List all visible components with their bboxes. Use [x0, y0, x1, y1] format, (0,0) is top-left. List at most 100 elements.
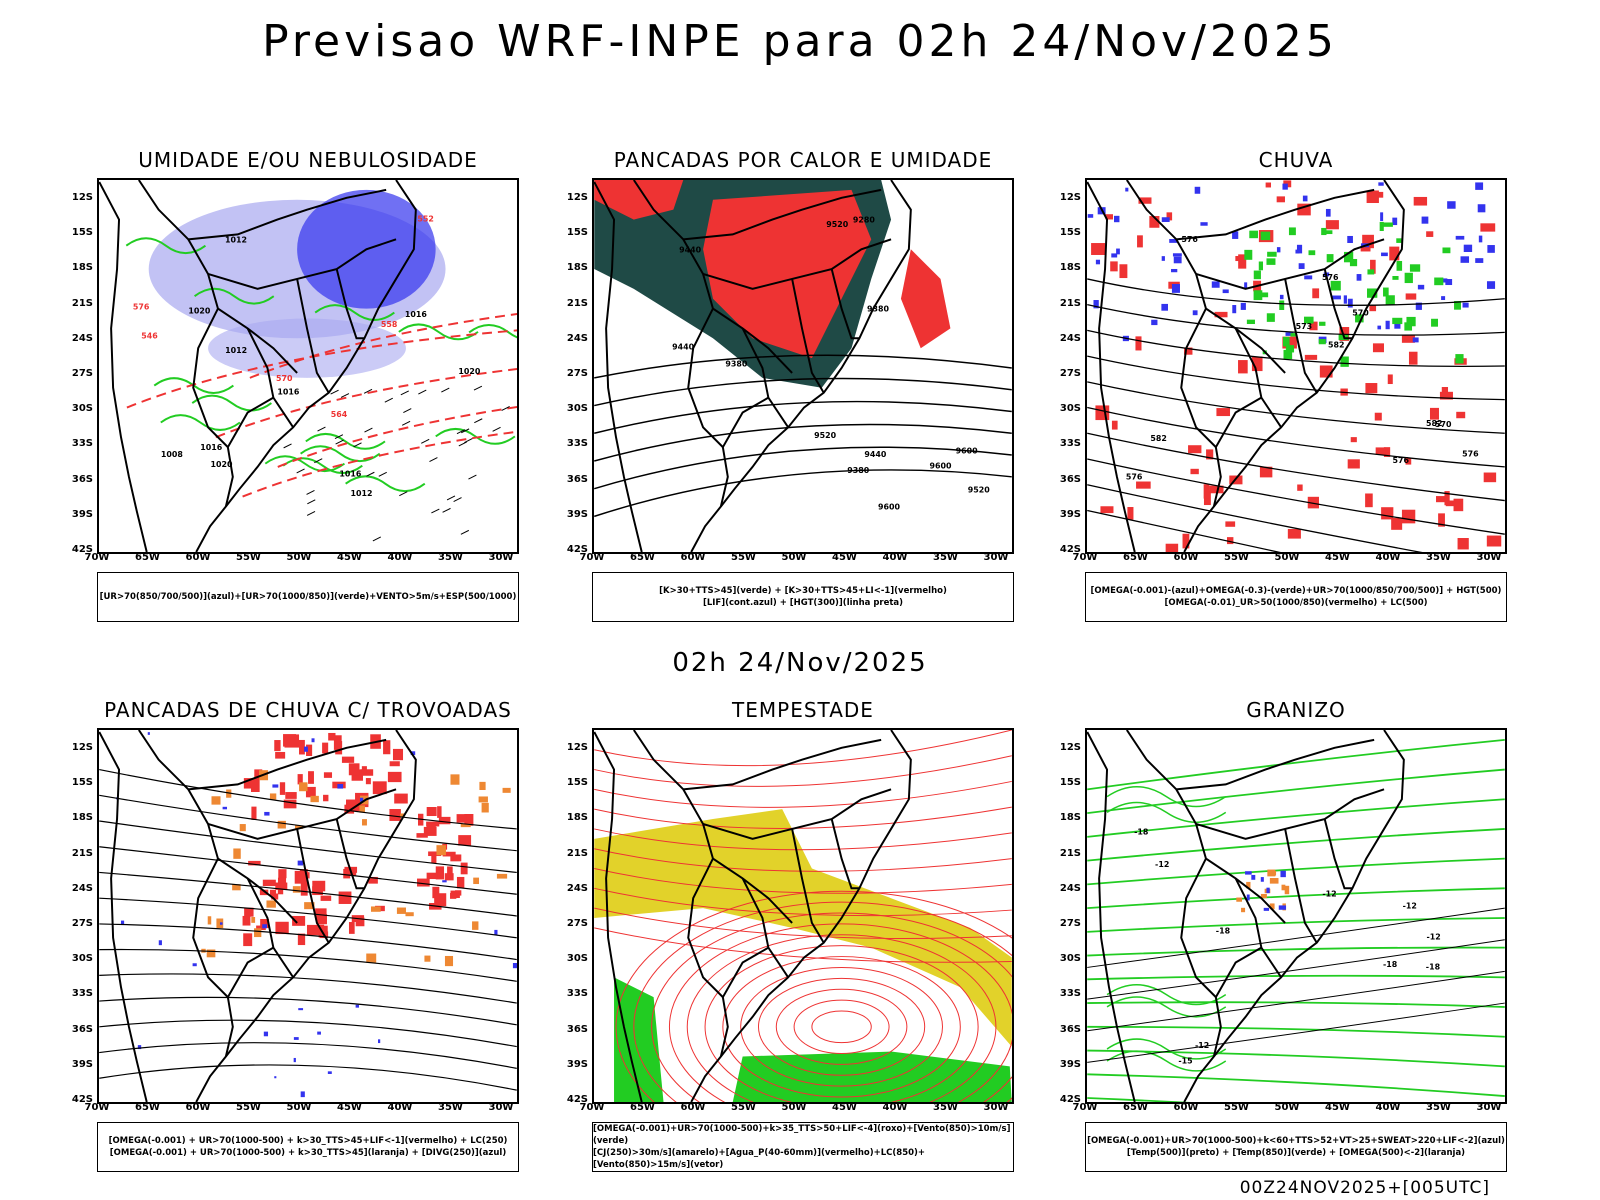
contour-label: 1020	[211, 460, 234, 469]
contour-label: 576	[1181, 235, 1198, 244]
lon-tick-label: 70W	[84, 1102, 110, 1113]
map-canvas-chuva: 582 582 582 576 576 576 573 570 570 576 576	[1087, 180, 1505, 552]
legend-line: [UR>70(850/700/500)](azul)+[UR>70(1000/8…	[99, 592, 517, 602]
lat-tick-label: 18S	[1059, 262, 1081, 274]
legend-granizo: [OMEGA(-0.001)+UR>70(1000-500)+k<60+TTS>…	[1085, 1122, 1507, 1172]
lon-tick-label: 65W	[1123, 552, 1148, 563]
lat-tick-label: 15S	[1059, 227, 1081, 239]
legend-line: [LIF](cont.azul) + [HGT(300)](linha pret…	[702, 598, 904, 608]
lat-tick-label: 42S	[566, 544, 588, 555]
contour-label: 582	[1328, 341, 1345, 350]
lat-tick-label: 12S	[566, 192, 588, 203]
map-granizo: -12 -12 -12 -15 -18 -18 -18 -18 -12 -12	[1085, 728, 1507, 1104]
lon-tick-label: 45W	[337, 552, 362, 563]
map-chuva: 582 582 582 576 576 576 573 570 570 576 576	[1085, 178, 1507, 554]
lat-tick-label: 27S	[566, 918, 588, 929]
lon-tick-label: 65W	[630, 1102, 655, 1113]
lat-tick-label: 12S	[1059, 192, 1081, 203]
lat-tick-label: 27S	[1059, 368, 1081, 379]
panel-title-pancadas-calor: PANCADAS POR CALOR E UMIDADE	[613, 148, 993, 172]
contour-label: 9380	[725, 359, 748, 368]
lon-tick-label: 55W	[236, 552, 261, 563]
lon-tick-label: 30W	[1476, 552, 1502, 563]
map-tempestade	[592, 728, 1014, 1104]
lon-tick-label: 50W	[1274, 552, 1300, 563]
lon-tick-label: 55W	[236, 1102, 261, 1113]
contour-label: 582	[1150, 434, 1167, 443]
lon-tick-label: 50W	[286, 552, 312, 563]
lat-tick-label: 42S	[1059, 1094, 1081, 1105]
lat-tick-label: 42S	[1059, 544, 1081, 555]
lat-tick-label: 39S	[71, 508, 93, 520]
contour-label: 9380	[847, 466, 870, 475]
lat-tick-label: 33S	[566, 988, 588, 1000]
lon-tick-label: 30W	[488, 552, 514, 563]
lat-tick-label: 12S	[566, 742, 588, 753]
contour-label: -12	[1403, 902, 1417, 911]
lat-tick-label: 42S	[71, 1094, 93, 1105]
lat-tick-label: 24S	[566, 332, 588, 344]
lon-tick-label: 70W	[84, 552, 110, 563]
lat-tick-label: 36S	[566, 1023, 588, 1035]
mid-date: 02h 24/Nov/2025	[672, 648, 928, 678]
main-title: Previsao WRF-INPE para 02h 24/Nov/2025	[262, 16, 1338, 67]
legend-chuva: [OMEGA(-0.001)-(azul)+OMEGA(-0.3)-(verde…	[1085, 572, 1507, 622]
lat-tick-label: 33S	[1059, 988, 1081, 1000]
lat-tick-label: 33S	[71, 438, 93, 450]
lon-tick-label: 45W	[832, 552, 857, 563]
lat-tick-label: 36S	[566, 473, 588, 485]
contour-label: 570	[276, 374, 293, 383]
legend-line: [OMEGA(-0.001) + UR>70(1000-500) + k>30_…	[108, 1136, 508, 1146]
panel-title-tempestade: TEMPESTADE	[732, 698, 874, 722]
map-canvas-tempestade	[594, 730, 1012, 1102]
lon-tick-label: 40W	[882, 552, 908, 563]
lon-tick-label: 55W	[1224, 552, 1249, 563]
lat-tick-label: 24S	[1059, 332, 1081, 344]
lon-tick-label: 70W	[579, 1102, 605, 1113]
contour-label: 9520	[814, 431, 837, 440]
lat-tick-label: 42S	[71, 544, 93, 555]
lon-tick-label: 35W	[933, 552, 958, 563]
contour-label: 576	[1462, 450, 1479, 459]
lat-tick-label: 12S	[71, 742, 93, 753]
contour-label: 546	[141, 332, 158, 341]
legend-tempestade: [OMEGA(-0.001)+UR>70(1000-500)+k>35_TTS>…	[592, 1122, 1014, 1172]
lon-tick-label: 65W	[135, 1102, 160, 1113]
footer-timestamp: 00Z24NOV2025+[005UTC]	[1239, 1178, 1490, 1198]
contour-label: 9440	[679, 245, 702, 254]
lat-tick-label: 30S	[566, 953, 588, 965]
legend-line: [CJ(250)>30m/s](amarelo)+[Agua_P(40-60mm…	[593, 1148, 926, 1170]
lon-tick-label: 50W	[1274, 1102, 1300, 1113]
contour-label: 9440	[672, 343, 695, 352]
lon-tick-label: 60W	[185, 552, 211, 563]
lat-tick-label: 15S	[566, 777, 588, 789]
legend-line: [OMEGA(-0.001)+UR>70(1000-500)+k<60+TTS>…	[1087, 1136, 1505, 1146]
legend-pancadas-trovoadas: [OMEGA(-0.001) + UR>70(1000-500) + k>30_…	[97, 1122, 519, 1172]
lat-tick-label: 21S	[1059, 847, 1081, 859]
lat-tick-label: 42S	[566, 1094, 588, 1105]
panel-title-umidade: UMIDADE E/OU NEBULOSIDADE	[138, 148, 478, 172]
lat-tick-label: 30S	[566, 403, 588, 415]
contour-label: 1012	[225, 346, 247, 355]
contour-label: 9600	[956, 446, 979, 455]
contour-label: 1012	[351, 489, 373, 498]
lon-tick-label: 35W	[438, 552, 463, 563]
lon-tick-label: 45W	[832, 1102, 857, 1113]
contour-label: 9520	[968, 486, 991, 495]
contour-label: 1020	[458, 367, 481, 376]
lon-tick-label: 60W	[680, 552, 706, 563]
contour-label: 9600	[878, 503, 901, 512]
lat-tick-label: 24S	[71, 332, 93, 344]
lat-tick-label: 27S	[1059, 918, 1081, 929]
lon-tick-label: 30W	[983, 552, 1009, 563]
lat-tick-label: 21S	[566, 847, 588, 859]
lon-tick-label: 35W	[1426, 552, 1451, 563]
lon-tick-label: 70W	[1072, 552, 1098, 563]
legend-pancadas-calor: [K>30+TTS>45](verde) + [K>30+TTS>45+LI<-…	[592, 572, 1014, 622]
lat-tick-label: 18S	[566, 812, 588, 824]
lat-tick-label: 33S	[1059, 438, 1081, 450]
contour-label: 576	[1322, 273, 1339, 282]
lat-tick-label: 12S	[71, 192, 93, 203]
contour-label: 570	[1435, 420, 1452, 429]
contour-label: 576	[1393, 456, 1410, 465]
